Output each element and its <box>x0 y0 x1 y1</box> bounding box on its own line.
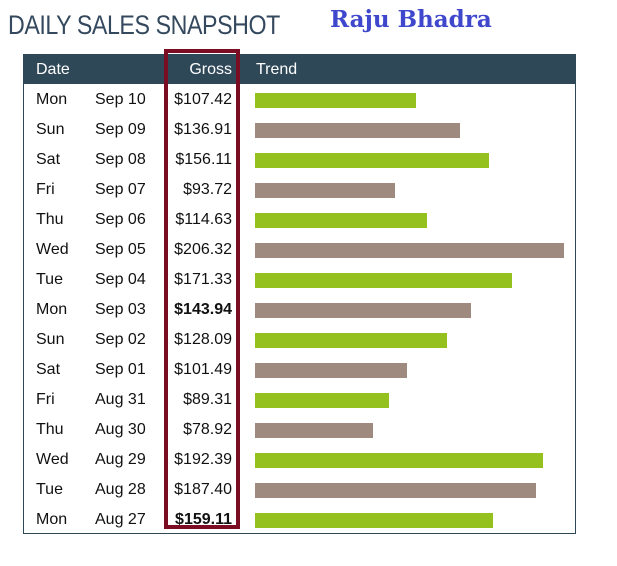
table-row: Sun Sep 02 $128.09 <box>24 325 575 355</box>
date-label: Aug 29 <box>95 451 146 468</box>
date-label: Sep 01 <box>95 361 146 378</box>
gross-value: $156.11 <box>175 151 232 168</box>
day-label: Fri <box>36 181 55 198</box>
gross-value: $136.91 <box>174 121 232 138</box>
trend-bar <box>255 423 373 438</box>
date-label: Sep 10 <box>95 91 146 108</box>
table-row: Thu Sep 06 $114.63 <box>24 205 575 235</box>
day-label: Wed <box>36 241 69 258</box>
date-label: Sep 02 <box>95 331 146 348</box>
gross-value: $78.92 <box>183 421 232 438</box>
date-label: Sep 07 <box>95 181 146 198</box>
trend-bar <box>255 153 489 168</box>
trend-bar <box>255 93 416 108</box>
table-row: Sun Sep 09 $136.91 <box>24 115 575 145</box>
table-row: Fri Aug 31 $89.31 <box>24 385 575 415</box>
table-row: Mon Sep 03 $143.94 <box>24 295 575 325</box>
trend-bar <box>255 333 447 348</box>
gross-value: $107.42 <box>174 91 232 108</box>
day-label: Mon <box>36 301 68 318</box>
date-label: Aug 30 <box>95 421 146 438</box>
date-label: Sep 05 <box>95 241 146 258</box>
date-label: Aug 27 <box>95 511 146 528</box>
day-label: Sun <box>36 121 65 138</box>
trend-bar <box>255 363 407 378</box>
table-row: Mon Aug 27 $159.11 <box>24 505 575 535</box>
gross-value: $159.11 <box>175 511 232 528</box>
day-label: Mon <box>36 511 68 528</box>
author-name: Raju Bhadra <box>330 6 492 33</box>
day-label: Fri <box>36 391 55 408</box>
trend-bar <box>255 513 493 528</box>
day-label: Sat <box>36 151 61 168</box>
date-label: Sep 03 <box>95 301 146 318</box>
trend-bar <box>255 123 460 138</box>
trend-bar <box>255 453 543 468</box>
gross-value: $89.31 <box>183 391 232 408</box>
table-row: Wed Aug 29 $192.39 <box>24 445 575 475</box>
date-label: Aug 28 <box>95 481 146 498</box>
gross-value: $101.49 <box>174 361 232 378</box>
gross-value: $206.32 <box>174 241 232 258</box>
column-header-trend: Trend <box>256 61 298 78</box>
trend-bar <box>255 303 471 318</box>
day-label: Sat <box>36 361 61 378</box>
date-label: Aug 31 <box>95 391 146 408</box>
column-header-gross: Gross <box>189 61 232 78</box>
day-label: Sun <box>36 331 65 348</box>
day-label: Wed <box>36 451 69 468</box>
gross-value: $192.39 <box>174 451 232 468</box>
table-header: Date Gross Trend <box>24 55 575 84</box>
gross-value: $128.09 <box>174 331 232 348</box>
trend-bar <box>255 483 536 498</box>
gross-value: $93.72 <box>183 181 232 198</box>
gross-value: $114.63 <box>175 211 232 228</box>
table-row: Sat Sep 08 $156.11 <box>24 145 575 175</box>
table-row: Mon Sep 10 $107.42 <box>24 85 575 115</box>
table-row: Sat Sep 01 $101.49 <box>24 355 575 385</box>
page-title: DAILY SALES SNAPSHOT <box>8 10 280 40</box>
table-row: Fri Sep 07 $93.72 <box>24 175 575 205</box>
sales-table: Date Gross Trend Mon Sep 10 $107.42 Sun Sep … <box>23 49 576 535</box>
day-label: Tue <box>36 271 63 288</box>
trend-bar <box>255 243 564 258</box>
table-row: Tue Aug 28 $187.40 <box>24 475 575 505</box>
trend-bar <box>255 213 427 228</box>
column-header-date: Date <box>36 61 70 78</box>
trend-bar <box>255 273 512 288</box>
day-label: Mon <box>36 91 68 108</box>
trend-bar <box>255 393 389 408</box>
date-label: Sep 08 <box>95 151 146 168</box>
date-label: Sep 04 <box>95 271 146 288</box>
day-label: Thu <box>36 421 64 438</box>
gross-value: $171.33 <box>174 271 232 288</box>
date-label: Sep 06 <box>95 211 146 228</box>
table-row: Wed Sep 05 $206.32 <box>24 235 575 265</box>
date-label: Sep 09 <box>95 121 146 138</box>
trend-bar <box>255 183 395 198</box>
gross-value: $143.94 <box>174 301 232 318</box>
gross-value: $187.40 <box>174 481 232 498</box>
table-row: Thu Aug 30 $78.92 <box>24 415 575 445</box>
table-row: Tue Sep 04 $171.33 <box>24 265 575 295</box>
day-label: Thu <box>36 211 64 228</box>
gross-column-highlight <box>164 49 240 529</box>
day-label: Tue <box>36 481 63 498</box>
